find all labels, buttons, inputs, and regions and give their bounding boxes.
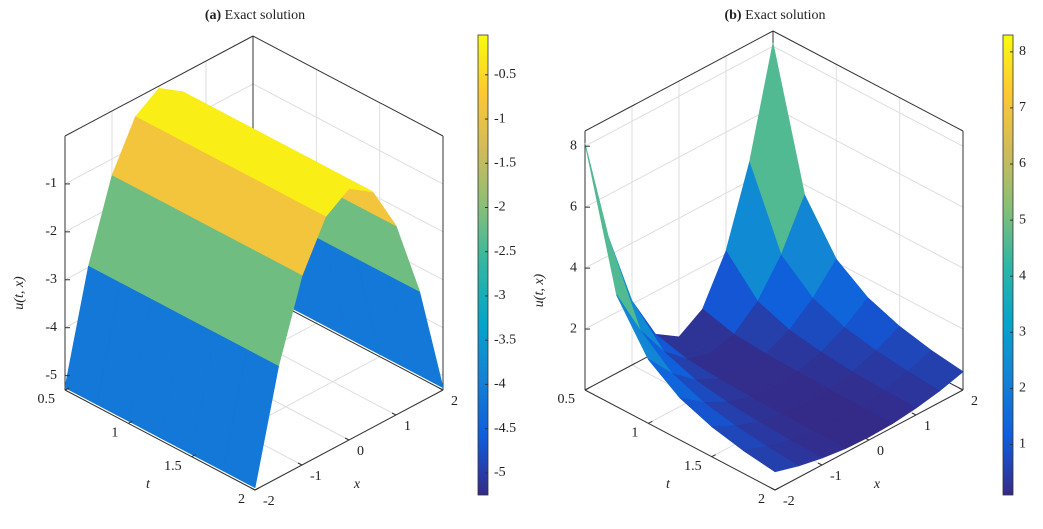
colorbar-tick-label: -3	[494, 288, 506, 303]
t-tick-label: 1.5	[164, 459, 182, 474]
x-tick	[770, 487, 776, 491]
colorbar-tick-label: 8	[1019, 44, 1026, 59]
z-tick-label: -4	[45, 320, 57, 335]
z-axis-label: u(t, x)	[532, 273, 547, 307]
t-tick-label: 2	[758, 492, 765, 507]
axis-edge	[584, 30, 774, 132]
z-tick-label: -2	[45, 224, 57, 239]
axis-edge	[772, 30, 964, 132]
x-tick-label: -1	[830, 469, 842, 484]
t-tick-label: 1	[111, 426, 118, 441]
x-tick-label: 1	[404, 419, 411, 434]
x-tick-label: -1	[310, 469, 322, 484]
x-tick-label: 0	[877, 444, 884, 459]
colorbar	[477, 34, 489, 496]
colorbar-tick-label: -4	[494, 377, 506, 392]
colorbar-tick-label: -2.5	[494, 244, 516, 259]
t-tick	[191, 454, 196, 458]
x-tick-label: 2	[971, 394, 978, 409]
panel-label: (b)	[724, 8, 741, 23]
x-tick	[250, 487, 256, 491]
colorbar-tick-label: 1	[1019, 437, 1026, 452]
colorbar	[1002, 34, 1014, 496]
colorbar-tick-label: 3	[1019, 325, 1026, 340]
t-axis-label: t	[146, 477, 151, 492]
panel-title: (b) Exact solution	[724, 8, 825, 23]
t-tick-label: 2	[238, 492, 245, 507]
z-axis-label: u(t, x)	[12, 276, 27, 310]
t-tick-label: 1	[631, 426, 638, 441]
colorbar-tick-label: 4	[1019, 268, 1026, 283]
x-tick	[438, 387, 444, 391]
x-tick	[297, 462, 303, 466]
x-tick-label: 0	[357, 444, 364, 459]
x-tick	[911, 412, 917, 416]
z-tick-label: 4	[570, 260, 577, 275]
t-tick-label: 0.5	[558, 392, 576, 407]
colorbar-tick-label: -0.5	[494, 67, 516, 82]
colorbar-tick-label: -1	[494, 111, 506, 126]
t-tick	[254, 487, 260, 491]
x-tick-label: -2	[783, 494, 795, 509]
t-tick-label: 1.5	[684, 459, 702, 474]
x-axis-label: x	[873, 477, 881, 492]
x-tick-label: 2	[451, 394, 458, 409]
colorbar-tick-label: -3.5	[494, 332, 516, 347]
t-tick-label: 0.5	[38, 392, 56, 407]
panel-title-text: Exact solution	[745, 8, 826, 23]
x-tick	[958, 387, 964, 391]
colorbar-tick-label: 2	[1019, 381, 1026, 396]
x-tick	[391, 412, 397, 416]
z-tick-label: 8	[570, 138, 577, 153]
z-tick-label: 6	[570, 199, 577, 214]
x-tick	[344, 437, 350, 441]
colorbar-tick-label: -1.5	[494, 155, 516, 170]
x-tick-label: 1	[924, 419, 931, 434]
t-axis	[584, 389, 776, 491]
colorbar-tick-label: -2	[494, 200, 506, 215]
axis-edge	[252, 35, 444, 137]
t-axis-label: t	[666, 477, 671, 492]
x-tick-label: -2	[263, 494, 275, 509]
t-tick	[64, 387, 70, 391]
x-axis-label: x	[353, 477, 361, 492]
t-tick	[128, 420, 133, 424]
t-tick	[711, 454, 716, 458]
colorbar-tick-label: -4.5	[494, 421, 516, 436]
panel-label: (a)	[205, 8, 222, 23]
x-tick	[817, 462, 823, 466]
t-tick	[774, 487, 780, 491]
z-tick-label: -5	[45, 368, 57, 383]
x-tick	[864, 437, 870, 441]
colorbar-tick-label: 6	[1019, 156, 1026, 171]
colorbar-tick-label: -5	[494, 465, 506, 480]
colorbar-tick-label: 5	[1019, 212, 1026, 227]
surface-patch	[222, 349, 279, 489]
axis-edge	[64, 35, 254, 137]
panel-title: (a) Exact solution	[205, 8, 305, 23]
z-tick-label: -1	[45, 176, 57, 191]
surface-patch	[742, 446, 799, 473]
z-tick-label: 2	[570, 321, 577, 336]
t-tick	[648, 420, 653, 424]
panel-title-text: Exact solution	[225, 8, 306, 23]
t-tick	[584, 387, 590, 391]
z-tick-label: -3	[45, 272, 57, 287]
colorbar-tick-label: 7	[1019, 100, 1026, 115]
t-axis	[64, 389, 256, 491]
